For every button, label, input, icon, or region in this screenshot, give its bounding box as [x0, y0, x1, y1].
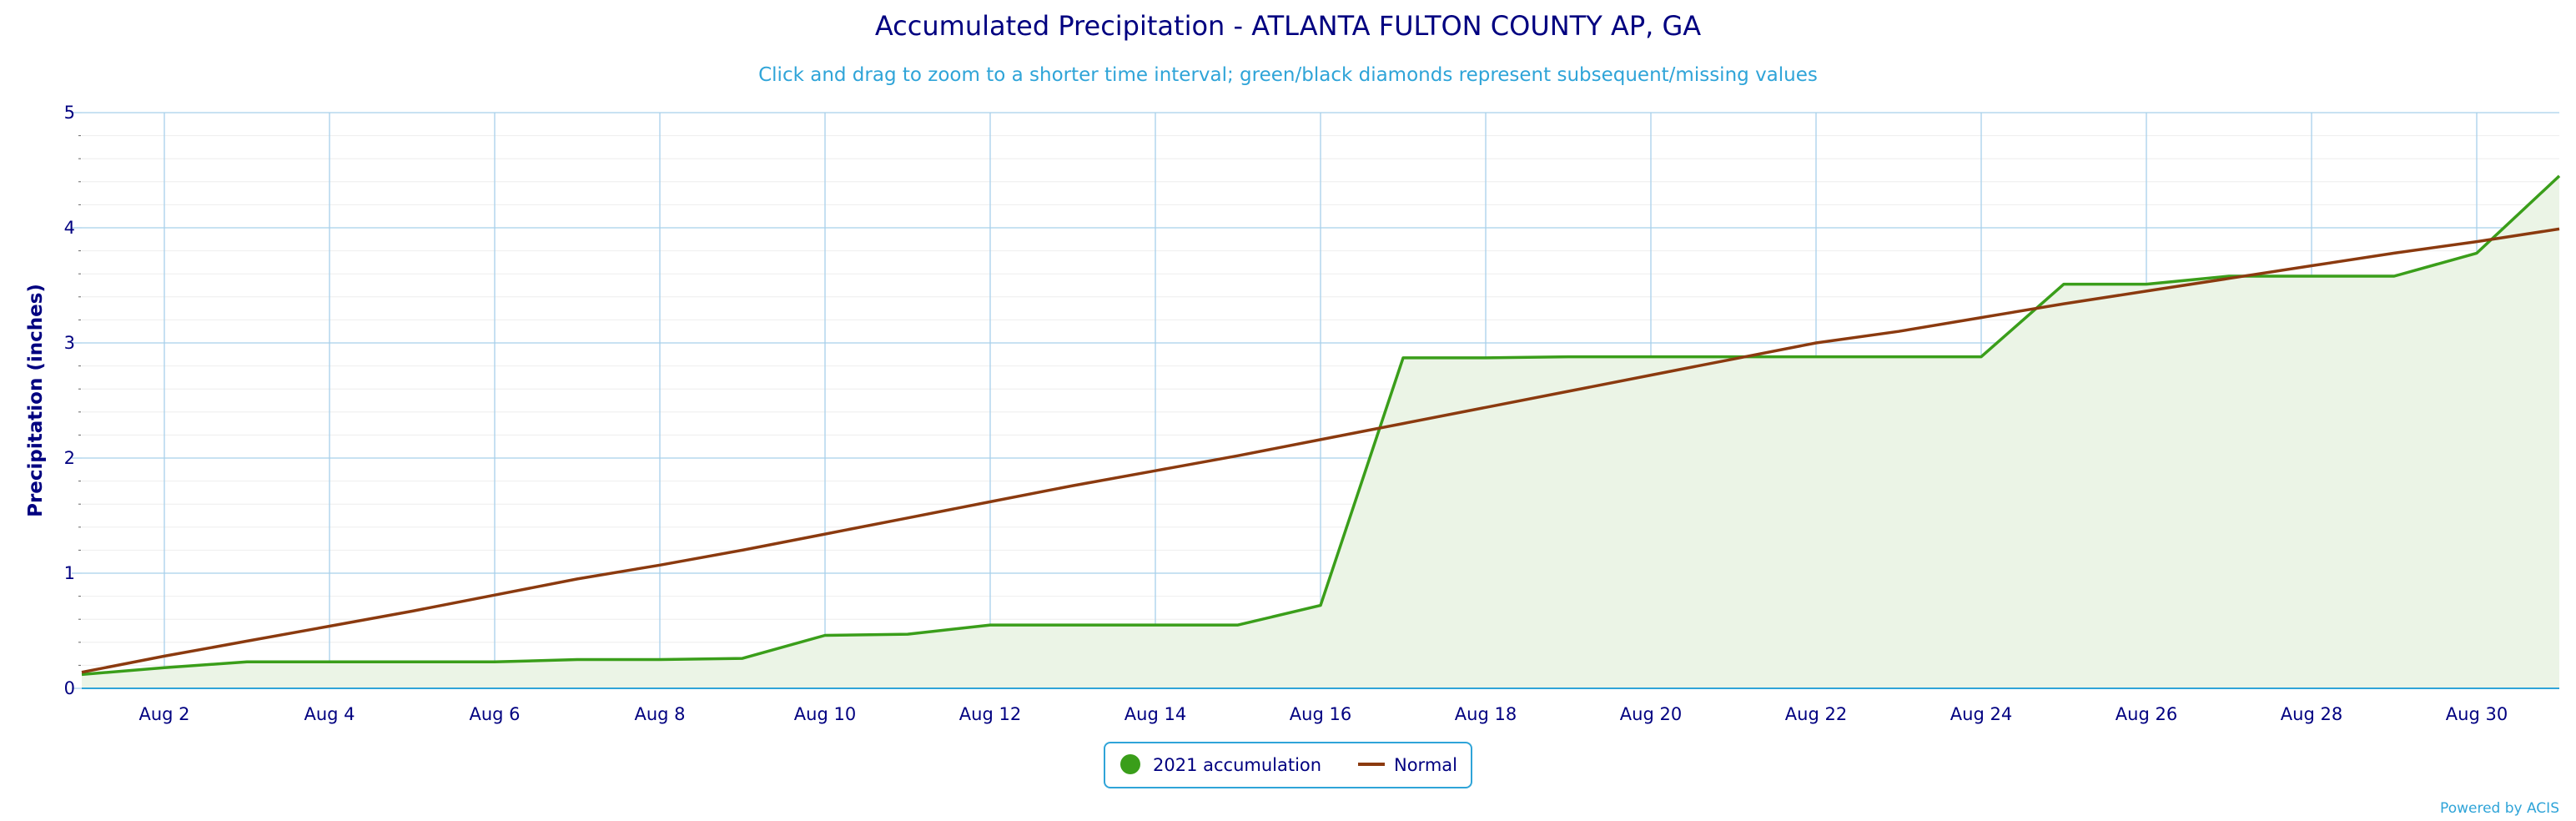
x-tick-label: Aug 28 — [2281, 704, 2342, 724]
x-tick-label: Aug 24 — [1950, 704, 2012, 724]
y-tick-label: 2 — [64, 448, 75, 468]
accumulation-area-fill — [82, 175, 2559, 688]
series-line-normal[interactable] — [81, 227, 2560, 674]
y-tick-label: 5 — [64, 103, 75, 123]
legend-marker-circle-icon — [1120, 754, 1140, 774]
y-tick-label: 0 — [64, 678, 75, 698]
x-tick-label: Aug 16 — [1290, 704, 1351, 724]
y-tick-label: 4 — [64, 218, 75, 238]
legend-item-normal[interactable]: Normal — [1358, 755, 1457, 775]
x-tick-label: Aug 2 — [138, 704, 189, 724]
y-tick-label: 3 — [64, 333, 75, 353]
x-tick-label: Aug 8 — [634, 704, 685, 724]
series-lines — [81, 174, 2561, 677]
x-tick-label: Aug 4 — [304, 704, 355, 724]
x-tick-label: Aug 6 — [469, 704, 520, 724]
x-tick-label: Aug 14 — [1124, 704, 1186, 724]
x-tick-label: Aug 18 — [1455, 704, 1517, 724]
chart-title: Accumulated Precipitation - ATLANTA FULT… — [875, 10, 1701, 42]
chart-subtitle: Click and drag to zoom to a shorter time… — [758, 64, 1818, 86]
legend-item-2021-accumulation[interactable]: 2021 accumulation — [1120, 754, 1321, 775]
x-tick-label: Aug 12 — [959, 704, 1021, 724]
series-line-2021-accumulation[interactable] — [81, 174, 2561, 677]
y-axis-title: Precipitation (inches) — [25, 284, 47, 517]
x-tick-label: Aug 10 — [794, 704, 856, 724]
legend-box — [1104, 742, 1472, 788]
credit-link[interactable]: Powered by ACIS — [2440, 800, 2559, 817]
plot-area[interactable] — [82, 175, 2559, 688]
axes: 0 1 2 3 4 5 Aug 2 Aug 4 Aug 6 Aug 8 Aug 10 Aug 12 Au… — [64, 103, 2559, 724]
legend-label-normal: Normal — [1394, 755, 1457, 775]
legend[interactable]: 2021 accumulation Normal — [1104, 742, 1472, 788]
x-tick-label: Aug 22 — [1785, 704, 1847, 724]
x-tick-label: Aug 30 — [2446, 704, 2508, 724]
y-tick-label: 1 — [64, 563, 75, 583]
legend-label-2021-accumulation: 2021 accumulation — [1153, 755, 1321, 775]
x-tick-label: Aug 26 — [2116, 704, 2177, 724]
x-tick-label: Aug 20 — [1620, 704, 1682, 724]
